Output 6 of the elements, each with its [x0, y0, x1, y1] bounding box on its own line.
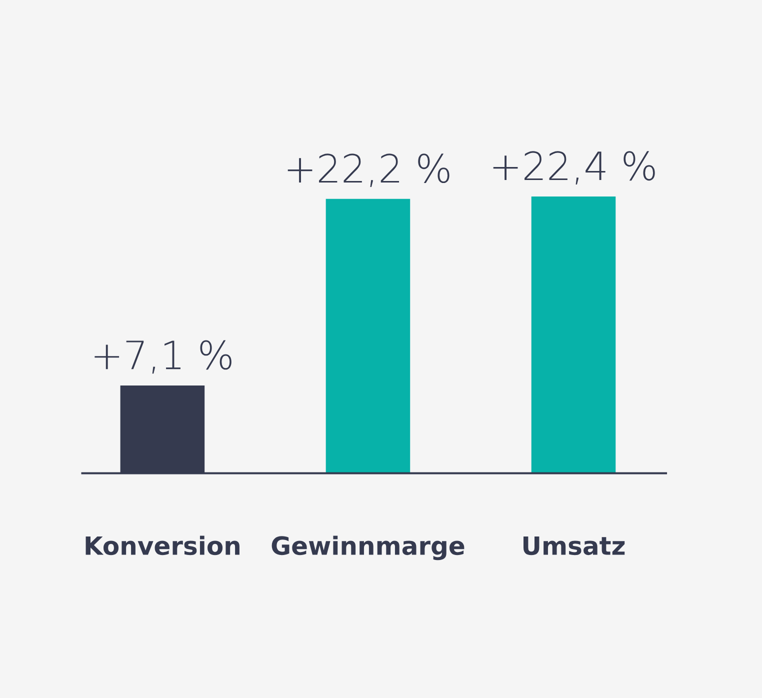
x-tick-label: Konversion [86, 536, 240, 556]
x-tick-label: Gewinnmarge [272, 536, 464, 560]
x-tick-label: Umsatz [524, 536, 625, 556]
data-label: +22,4 % [493, 151, 655, 185]
data-label: +7,1 % [94, 340, 232, 374]
data-label: +22,2 % [288, 154, 450, 188]
